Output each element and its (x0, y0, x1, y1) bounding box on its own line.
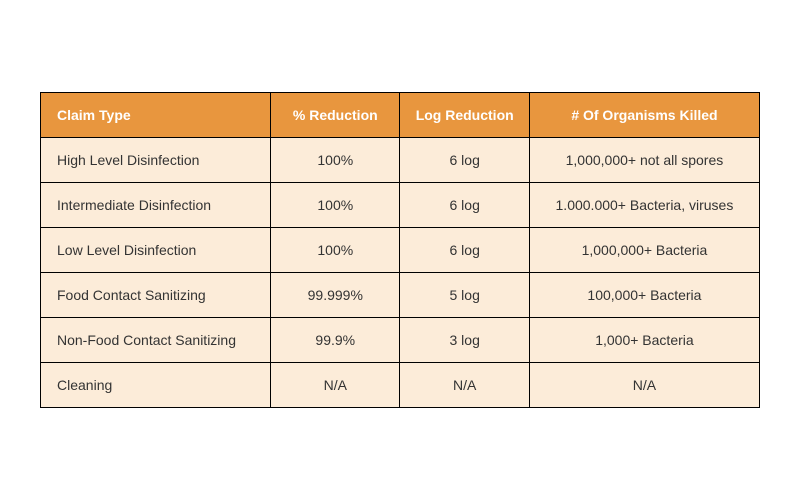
cell-organisms-killed: 100,000+ Bacteria (529, 273, 759, 318)
cell-log-reduction: 5 log (400, 273, 529, 318)
cell-percent-reduction: 99.9% (271, 318, 400, 363)
cell-claim-type: Intermediate Disinfection (41, 183, 271, 228)
cell-claim-type: Low Level Disinfection (41, 228, 271, 273)
table-row: Intermediate Disinfection 100% 6 log 1.0… (41, 183, 760, 228)
cell-log-reduction: N/A (400, 363, 529, 408)
cell-log-reduction: 3 log (400, 318, 529, 363)
cell-percent-reduction: 100% (271, 183, 400, 228)
cell-claim-type: Food Contact Sanitizing (41, 273, 271, 318)
table-header: Claim Type % Reduction Log Reduction # O… (41, 93, 760, 138)
disinfection-table: Claim Type % Reduction Log Reduction # O… (40, 92, 760, 408)
table-row: Non-Food Contact Sanitizing 99.9% 3 log … (41, 318, 760, 363)
cell-claim-type: Non-Food Contact Sanitizing (41, 318, 271, 363)
cell-percent-reduction: 100% (271, 138, 400, 183)
disinfection-table-container: Claim Type % Reduction Log Reduction # O… (40, 92, 760, 408)
cell-organisms-killed: N/A (529, 363, 759, 408)
cell-organisms-killed: 1,000+ Bacteria (529, 318, 759, 363)
cell-log-reduction: 6 log (400, 183, 529, 228)
header-log-reduction: Log Reduction (400, 93, 529, 138)
header-claim-type: Claim Type (41, 93, 271, 138)
cell-percent-reduction: 100% (271, 228, 400, 273)
cell-log-reduction: 6 log (400, 228, 529, 273)
table-header-row: Claim Type % Reduction Log Reduction # O… (41, 93, 760, 138)
cell-organisms-killed: 1.000.000+ Bacteria, viruses (529, 183, 759, 228)
cell-percent-reduction: N/A (271, 363, 400, 408)
cell-claim-type: Cleaning (41, 363, 271, 408)
cell-claim-type: High Level Disinfection (41, 138, 271, 183)
table-row: Low Level Disinfection 100% 6 log 1,000,… (41, 228, 760, 273)
header-organisms-killed: # Of Organisms Killed (529, 93, 759, 138)
cell-organisms-killed: 1,000,000+ not all spores (529, 138, 759, 183)
cell-organisms-killed: 1,000,000+ Bacteria (529, 228, 759, 273)
header-percent-reduction: % Reduction (271, 93, 400, 138)
table-row: Food Contact Sanitizing 99.999% 5 log 10… (41, 273, 760, 318)
table-row: High Level Disinfection 100% 6 log 1,000… (41, 138, 760, 183)
table-row: Cleaning N/A N/A N/A (41, 363, 760, 408)
cell-log-reduction: 6 log (400, 138, 529, 183)
cell-percent-reduction: 99.999% (271, 273, 400, 318)
table-body: High Level Disinfection 100% 6 log 1,000… (41, 138, 760, 408)
